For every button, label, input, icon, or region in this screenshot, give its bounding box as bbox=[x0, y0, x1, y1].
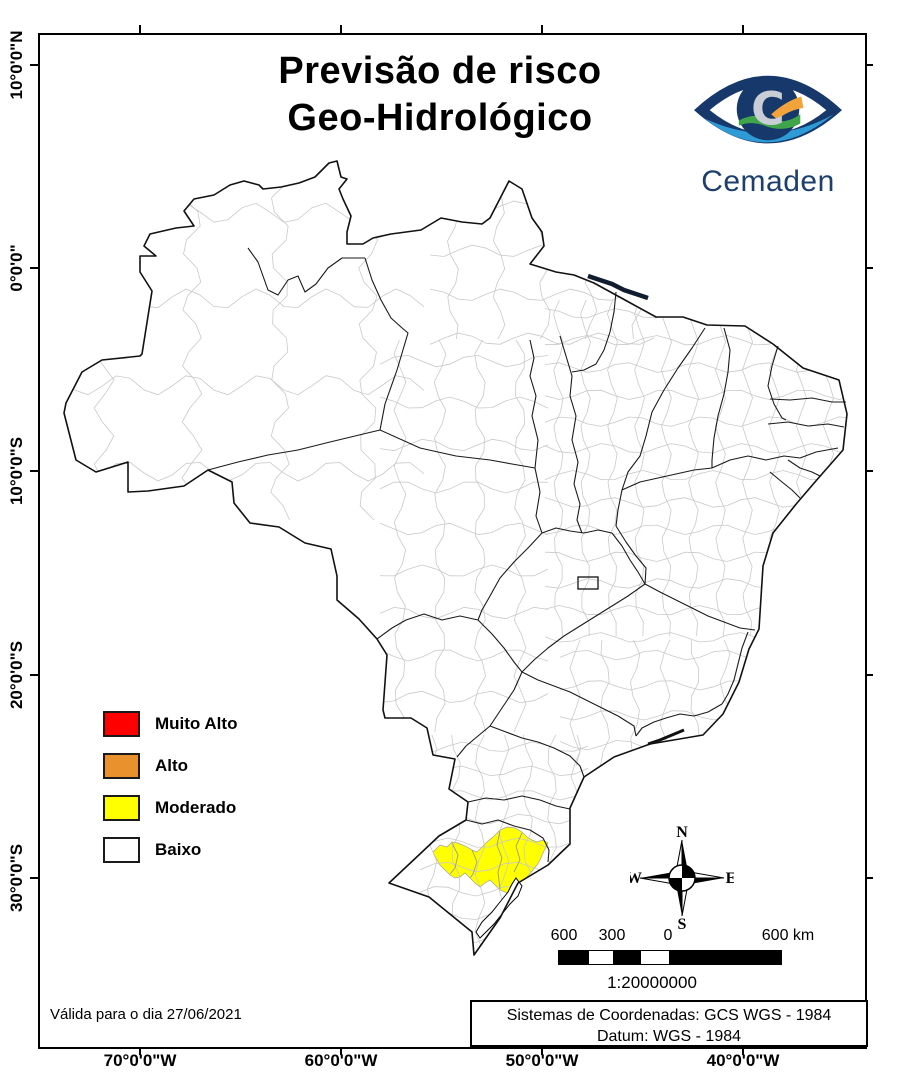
legend-swatch bbox=[103, 794, 140, 821]
country-outline bbox=[63, 160, 848, 956]
scale-bar: 600 300 0 600 km 1:20000000 bbox=[550, 927, 815, 997]
country-fill bbox=[64, 161, 847, 955]
legend-label: Alto bbox=[155, 755, 189, 775]
legend-label: Moderado bbox=[155, 797, 237, 817]
coordinate-system-text: Sistemas de Coordenadas: GCS WGS - 1984 bbox=[506, 1007, 832, 1024]
legend-swatch bbox=[103, 752, 140, 779]
lat-label: 30°0'0"S bbox=[7, 843, 26, 913]
compass-w-label: W bbox=[630, 870, 642, 887]
compass-e-label: E bbox=[726, 870, 734, 887]
svg-text:C: C bbox=[751, 82, 785, 136]
compass-rose-icon: N E S W bbox=[630, 826, 734, 930]
cemaden-logo: C Cemaden bbox=[668, 58, 868, 199]
distrito-federal-outline bbox=[577, 576, 599, 590]
amazon-mouth-coast bbox=[587, 273, 649, 301]
cemaden-wordmark: Cemaden bbox=[701, 165, 835, 198]
legend-item-baixo: Baixo bbox=[103, 836, 237, 863]
scale-label-600km: 600 km bbox=[761, 927, 815, 944]
lat-label: 0°0'0" bbox=[7, 244, 26, 292]
lon-label: 60°0'0"W bbox=[304, 1051, 378, 1070]
legend-item-alto: Alto bbox=[103, 752, 237, 779]
lagoon bbox=[475, 877, 523, 939]
state-borders bbox=[207, 247, 846, 863]
map-frame bbox=[38, 33, 867, 1049]
risk-legend: Muito Alto Alto Moderado Baixo bbox=[103, 710, 237, 878]
legend-item-moderado: Moderado bbox=[103, 794, 237, 821]
compass-n-label: N bbox=[676, 826, 688, 841]
map-title-line1: Previsão de risco bbox=[278, 50, 602, 92]
map-title: Previsão de risco Geo-Hidrológico bbox=[175, 48, 705, 142]
cemaden-eye-icon: C bbox=[694, 75, 842, 144]
scale-bar-graphic bbox=[558, 950, 782, 965]
lat-label: 10°0'0"S bbox=[7, 436, 26, 506]
scale-label-0: 0 bbox=[663, 927, 673, 944]
legend-swatch bbox=[103, 836, 140, 863]
lat-label: 10°0'0"N bbox=[7, 30, 26, 100]
legend-label: Muito Alto bbox=[155, 713, 238, 733]
scale-ratio: 1:20000000 bbox=[607, 973, 697, 992]
scale-label-300: 300 bbox=[598, 927, 626, 944]
map-title-line2: Geo-Hidrológico bbox=[287, 97, 593, 139]
scale-label-600-left: 600 bbox=[550, 927, 578, 944]
lon-label: 50°0'0"W bbox=[505, 1051, 579, 1070]
lon-label: 70°0'0"W bbox=[103, 1051, 177, 1070]
datum-text: Datum: WGS - 1984 bbox=[596, 1028, 742, 1045]
risk-region-moderado bbox=[432, 826, 549, 894]
validity-note: Válida para o dia 27/06/2021 bbox=[50, 1006, 242, 1023]
legend-item-muito-alto: Muito Alto bbox=[103, 710, 237, 737]
rio-coast bbox=[647, 728, 685, 746]
legend-label: Baixo bbox=[155, 839, 202, 859]
datum-box: Sistemas de Coordenadas: GCS WGS - 1984 … bbox=[470, 1000, 868, 1047]
compass-s-label: S bbox=[678, 916, 687, 930]
lon-label: 40°0'0"W bbox=[706, 1051, 780, 1070]
lat-label: 20°0'0"S bbox=[7, 640, 26, 710]
legend-swatch bbox=[103, 710, 140, 737]
